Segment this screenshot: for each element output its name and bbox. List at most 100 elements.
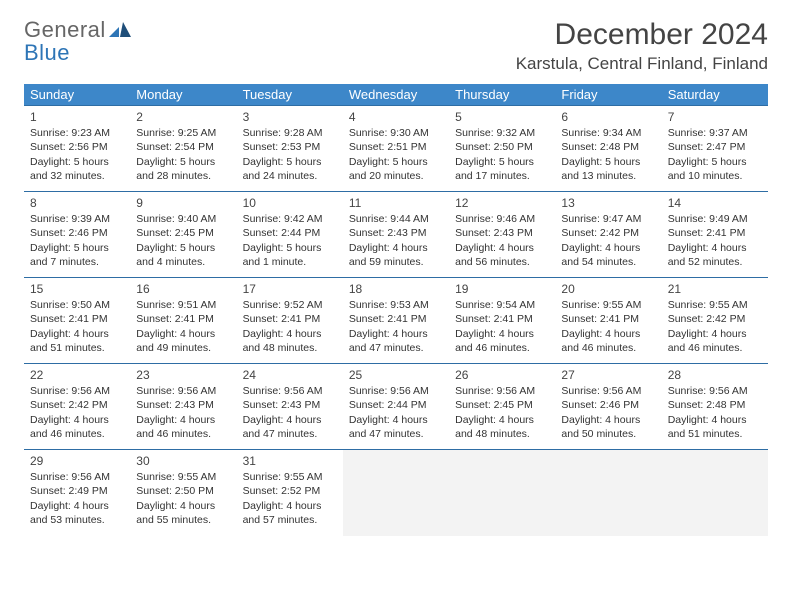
sunrise-text: Sunrise: 9:47 AM xyxy=(561,212,655,226)
day-number: 10 xyxy=(243,195,337,211)
sunrise-text: Sunrise: 9:39 AM xyxy=(30,212,124,226)
daylight-text: Daylight: 5 hours xyxy=(455,155,549,169)
sunset-text: Sunset: 2:48 PM xyxy=(561,140,655,154)
daylight-text: and 46 minutes. xyxy=(668,341,762,355)
calendar-cell: 13Sunrise: 9:47 AMSunset: 2:42 PMDayligh… xyxy=(555,192,661,278)
daylight-text: and 57 minutes. xyxy=(243,513,337,527)
daylight-text: Daylight: 4 hours xyxy=(561,413,655,427)
daylight-text: Daylight: 4 hours xyxy=(455,327,549,341)
sunset-text: Sunset: 2:43 PM xyxy=(243,398,337,412)
sunset-text: Sunset: 2:43 PM xyxy=(455,226,549,240)
sunrise-text: Sunrise: 9:46 AM xyxy=(455,212,549,226)
daylight-text: Daylight: 5 hours xyxy=(243,155,337,169)
calendar-cell: 6Sunrise: 9:34 AMSunset: 2:48 PMDaylight… xyxy=(555,106,661,192)
daylight-text: and 55 minutes. xyxy=(136,513,230,527)
daylight-text: Daylight: 4 hours xyxy=(136,327,230,341)
sunrise-text: Sunrise: 9:56 AM xyxy=(561,384,655,398)
sunrise-text: Sunrise: 9:40 AM xyxy=(136,212,230,226)
calendar-cell: 10Sunrise: 9:42 AMSunset: 2:44 PMDayligh… xyxy=(237,192,343,278)
daylight-text: and 20 minutes. xyxy=(349,169,443,183)
calendar-cell: 25Sunrise: 9:56 AMSunset: 2:44 PMDayligh… xyxy=(343,364,449,450)
daylight-text: and 10 minutes. xyxy=(668,169,762,183)
calendar-cell: 27Sunrise: 9:56 AMSunset: 2:46 PMDayligh… xyxy=(555,364,661,450)
calendar-cell: 26Sunrise: 9:56 AMSunset: 2:45 PMDayligh… xyxy=(449,364,555,450)
sunset-text: Sunset: 2:41 PM xyxy=(349,312,443,326)
daylight-text: Daylight: 4 hours xyxy=(668,413,762,427)
daylight-text: Daylight: 5 hours xyxy=(668,155,762,169)
day-number: 17 xyxy=(243,281,337,297)
sunrise-text: Sunrise: 9:55 AM xyxy=(243,470,337,484)
daylight-text: Daylight: 4 hours xyxy=(136,413,230,427)
daylight-text: and 47 minutes. xyxy=(349,341,443,355)
sunrise-text: Sunrise: 9:37 AM xyxy=(668,126,762,140)
day-header: Thursday xyxy=(449,84,555,106)
calendar-cell: 8Sunrise: 9:39 AMSunset: 2:46 PMDaylight… xyxy=(24,192,130,278)
daylight-text: Daylight: 4 hours xyxy=(243,499,337,513)
calendar-cell xyxy=(662,450,768,536)
header: General Blue December 2024 Karstula, Cen… xyxy=(24,18,768,74)
sunset-text: Sunset: 2:51 PM xyxy=(349,140,443,154)
day-number: 6 xyxy=(561,109,655,125)
calendar-cell: 31Sunrise: 9:55 AMSunset: 2:52 PMDayligh… xyxy=(237,450,343,536)
day-header: Sunday xyxy=(24,84,130,106)
calendar-cell xyxy=(555,450,661,536)
calendar-row: 29Sunrise: 9:56 AMSunset: 2:49 PMDayligh… xyxy=(24,450,768,536)
sunset-text: Sunset: 2:54 PM xyxy=(136,140,230,154)
daylight-text: Daylight: 4 hours xyxy=(30,413,124,427)
daylight-text: Daylight: 4 hours xyxy=(136,499,230,513)
sunrise-text: Sunrise: 9:56 AM xyxy=(668,384,762,398)
daylight-text: and 59 minutes. xyxy=(349,255,443,269)
sunset-text: Sunset: 2:45 PM xyxy=(455,398,549,412)
sunset-text: Sunset: 2:43 PM xyxy=(136,398,230,412)
daylight-text: Daylight: 4 hours xyxy=(561,327,655,341)
calendar-cell: 17Sunrise: 9:52 AMSunset: 2:41 PMDayligh… xyxy=(237,278,343,364)
sunrise-text: Sunrise: 9:28 AM xyxy=(243,126,337,140)
sunrise-text: Sunrise: 9:49 AM xyxy=(668,212,762,226)
sunset-text: Sunset: 2:41 PM xyxy=(136,312,230,326)
calendar-cell: 30Sunrise: 9:55 AMSunset: 2:50 PMDayligh… xyxy=(130,450,236,536)
calendar-row: 1Sunrise: 9:23 AMSunset: 2:56 PMDaylight… xyxy=(24,106,768,192)
logo-text-general: General xyxy=(24,18,106,41)
day-number: 21 xyxy=(668,281,762,297)
day-number: 24 xyxy=(243,367,337,383)
day-number: 12 xyxy=(455,195,549,211)
day-number: 18 xyxy=(349,281,443,297)
calendar-cell: 9Sunrise: 9:40 AMSunset: 2:45 PMDaylight… xyxy=(130,192,236,278)
daylight-text: Daylight: 4 hours xyxy=(455,241,549,255)
logo-text-blue: Blue xyxy=(24,41,131,64)
daylight-text: and 1 minute. xyxy=(243,255,337,269)
logo: General Blue xyxy=(24,18,131,64)
daylight-text: and 13 minutes. xyxy=(561,169,655,183)
daylight-text: and 47 minutes. xyxy=(243,427,337,441)
calendar-cell xyxy=(449,450,555,536)
daylight-text: Daylight: 4 hours xyxy=(455,413,549,427)
daylight-text: Daylight: 4 hours xyxy=(243,327,337,341)
day-number: 8 xyxy=(30,195,124,211)
day-number: 19 xyxy=(455,281,549,297)
calendar-cell: 4Sunrise: 9:30 AMSunset: 2:51 PMDaylight… xyxy=(343,106,449,192)
daylight-text: Daylight: 4 hours xyxy=(349,241,443,255)
daylight-text: Daylight: 5 hours xyxy=(243,241,337,255)
daylight-text: and 46 minutes. xyxy=(136,427,230,441)
sunrise-text: Sunrise: 9:55 AM xyxy=(561,298,655,312)
day-number: 28 xyxy=(668,367,762,383)
day-number: 16 xyxy=(136,281,230,297)
sunrise-text: Sunrise: 9:51 AM xyxy=(136,298,230,312)
daylight-text: and 7 minutes. xyxy=(30,255,124,269)
day-number: 5 xyxy=(455,109,549,125)
sunset-text: Sunset: 2:50 PM xyxy=(455,140,549,154)
day-header: Monday xyxy=(130,84,236,106)
day-number: 11 xyxy=(349,195,443,211)
sunset-text: Sunset: 2:50 PM xyxy=(136,484,230,498)
page-title: December 2024 xyxy=(516,18,768,52)
sunrise-text: Sunrise: 9:56 AM xyxy=(349,384,443,398)
sunrise-text: Sunrise: 9:52 AM xyxy=(243,298,337,312)
sunrise-text: Sunrise: 9:56 AM xyxy=(455,384,549,398)
sunset-text: Sunset: 2:48 PM xyxy=(668,398,762,412)
daylight-text: and 56 minutes. xyxy=(455,255,549,269)
day-number: 30 xyxy=(136,453,230,469)
daylight-text: Daylight: 4 hours xyxy=(668,241,762,255)
day-header: Tuesday xyxy=(237,84,343,106)
sunrise-text: Sunrise: 9:56 AM xyxy=(30,384,124,398)
daylight-text: and 46 minutes. xyxy=(561,341,655,355)
